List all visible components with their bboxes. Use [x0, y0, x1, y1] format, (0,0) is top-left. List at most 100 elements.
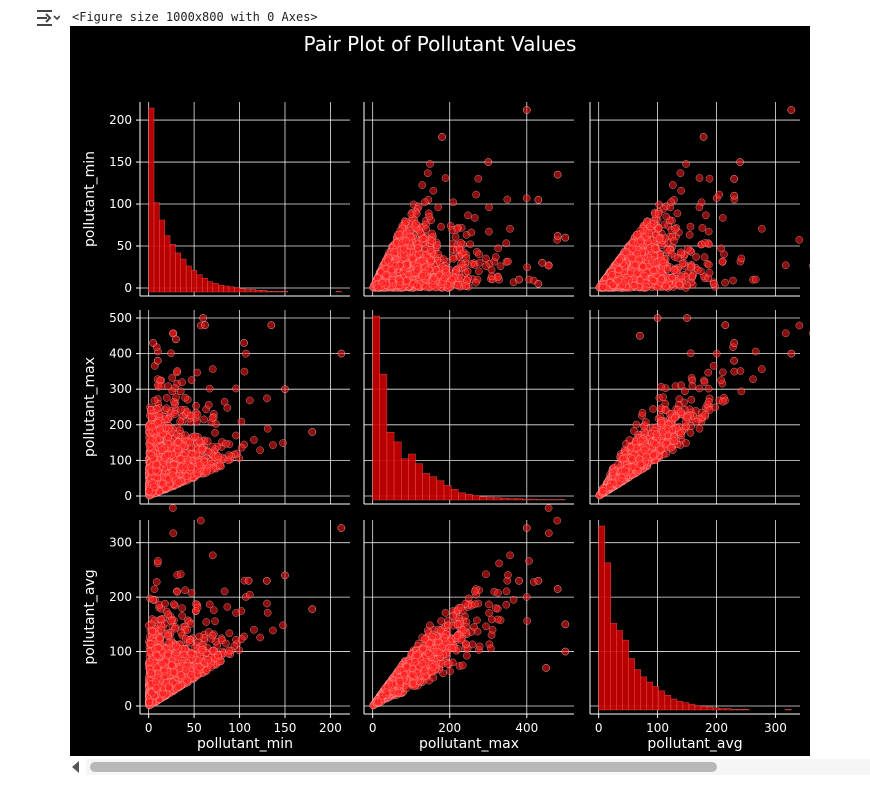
scatter-point — [177, 455, 185, 463]
histogram-bar — [658, 690, 666, 711]
histogram-bar — [372, 315, 381, 501]
scatter-point — [413, 281, 421, 290]
scatter-point — [475, 250, 483, 259]
scatter-point — [506, 224, 514, 233]
scatter-point — [667, 198, 675, 206]
scatter-point — [698, 223, 707, 232]
scatter-point — [383, 256, 392, 265]
scatter-point — [721, 278, 729, 287]
scatter-point — [482, 254, 490, 263]
scatter-point — [704, 227, 713, 236]
scatter-point — [195, 437, 204, 445]
histogram-bar — [196, 274, 203, 293]
histogram-bar — [429, 476, 438, 501]
scatter-point — [434, 203, 443, 212]
scatter-point — [751, 275, 760, 284]
scatter-point — [633, 230, 642, 239]
scatter-point — [402, 277, 411, 285]
scatter-point — [425, 212, 434, 221]
scatter-point — [418, 272, 427, 280]
scatter-point — [620, 277, 629, 286]
histogram-bar — [493, 497, 502, 501]
scatter-point — [174, 445, 183, 454]
scatter-point — [809, 263, 810, 269]
scatter-point — [232, 384, 240, 393]
scatter-point — [657, 275, 666, 284]
histogram-bar — [393, 441, 402, 501]
scatter-point — [162, 404, 171, 413]
scatter-point — [494, 244, 502, 253]
scatter-point — [523, 263, 532, 272]
scatter-point — [692, 253, 701, 261]
scatter-point — [448, 275, 456, 284]
scatter-point — [628, 244, 637, 253]
scatter-point — [630, 281, 639, 290]
scatter-point — [472, 190, 480, 199]
histogram-bar — [670, 698, 678, 711]
scatter-point — [176, 387, 185, 396]
scatter-point — [154, 418, 162, 427]
scatter-point — [441, 174, 450, 182]
scatter-point — [682, 160, 690, 168]
histogram-bar — [408, 453, 416, 501]
scatter-point — [195, 461, 204, 470]
scatter-point — [712, 349, 721, 358]
scatter-point — [164, 382, 172, 391]
scatter-point — [395, 230, 404, 239]
scatter-point — [695, 174, 704, 182]
scatter-point — [676, 169, 685, 178]
scatter-point — [685, 230, 694, 239]
scatter-point — [686, 222, 695, 231]
scatter-point — [614, 277, 622, 285]
scatter-point — [242, 349, 250, 358]
scatter-point — [642, 283, 651, 291]
histogram-bar — [244, 289, 251, 293]
scatter-point — [649, 266, 658, 274]
histogram-bar — [271, 290, 278, 293]
histogram-bar — [450, 489, 459, 501]
histogram-bar — [169, 244, 176, 293]
scatter-point — [279, 439, 287, 447]
scatter-point — [657, 382, 665, 391]
scatter-point — [187, 376, 196, 384]
histogram-bar — [724, 708, 732, 711]
scatter-point — [204, 400, 213, 409]
histogram-bar — [604, 562, 611, 711]
scatter-point — [428, 237, 437, 246]
scatter-point — [700, 378, 709, 387]
scatter-point — [423, 169, 432, 178]
histogram-bar — [415, 463, 423, 501]
scatter-point — [464, 211, 472, 220]
scatter-point — [668, 273, 677, 282]
pair-plot-figure: Pair Plot of Pollutant Values 0 50 100 150 2… — [70, 26, 810, 756]
histogram-bar — [250, 289, 256, 293]
histogram-bar — [153, 202, 160, 293]
output-toggle-icon[interactable] — [36, 9, 60, 27]
scatter-point — [640, 272, 649, 280]
scatter-point — [737, 254, 746, 263]
pair-plot-canvas: Pair Plot of Pollutant Values 0501001502… — [82, 32, 810, 752]
histogram-bar — [522, 498, 530, 501]
scatter-point — [157, 446, 166, 454]
histogram-bar — [634, 669, 642, 711]
histogram-bar — [458, 492, 466, 501]
scatter-point — [453, 281, 462, 290]
scatter-point — [677, 186, 686, 195]
scatter-point — [211, 428, 219, 437]
scatter-point — [757, 224, 766, 233]
scatter-point — [661, 282, 670, 290]
histogram-bar — [276, 290, 283, 293]
scatter-point — [705, 268, 714, 277]
scatter-point — [147, 413, 156, 422]
histogram-bar — [479, 496, 488, 501]
histogram-bar — [688, 703, 696, 711]
histogram-bar — [682, 702, 690, 711]
scatter-point — [147, 451, 156, 459]
scatter-point — [220, 397, 229, 406]
scatter-point — [449, 255, 458, 263]
histogram-bar — [218, 284, 224, 293]
histogram-bar — [622, 639, 629, 711]
scatter-point — [148, 436, 157, 444]
scatter-point — [237, 443, 246, 452]
histogram-bar — [443, 485, 452, 501]
